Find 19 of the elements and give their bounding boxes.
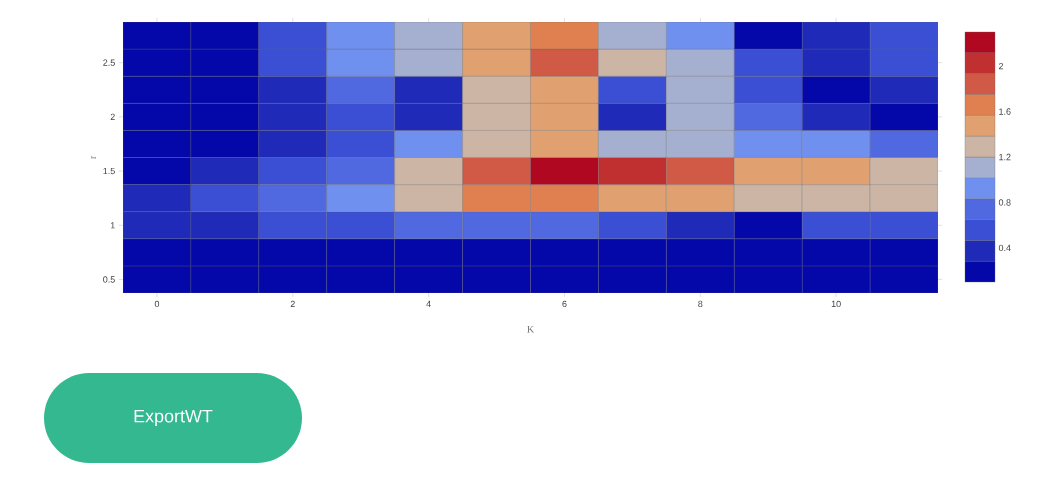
y-tick-label: 0.5 [103, 276, 115, 283]
x-tick-label: 8 [698, 300, 703, 308]
color-bar-label: 0.4 [998, 244, 1011, 252]
x-tick-label: 10 [831, 300, 841, 308]
y-tick-label: 1.5 [103, 167, 115, 175]
color-bar-label: 2 [998, 62, 1004, 70]
y-axis-title: r [91, 155, 96, 159]
x-axis-title: K [527, 325, 534, 333]
color-bar-label: 1.6 [999, 108, 1011, 115]
color-bar-label: 0.8 [998, 199, 1011, 206]
y-tick-label: 2 [110, 113, 115, 120]
color-bar-label: 1.2 [999, 153, 1011, 161]
y-tick-label: 2.5 [103, 59, 115, 66]
x-tick-label: 0 [154, 300, 160, 308]
x-tick-label: 4 [426, 300, 431, 307]
y-tick-label: 1 [110, 222, 115, 229]
text: ExportWT [134, 409, 213, 427]
x-tick-label: 6 [562, 300, 567, 308]
x-tick-label: 2 [290, 300, 295, 308]
